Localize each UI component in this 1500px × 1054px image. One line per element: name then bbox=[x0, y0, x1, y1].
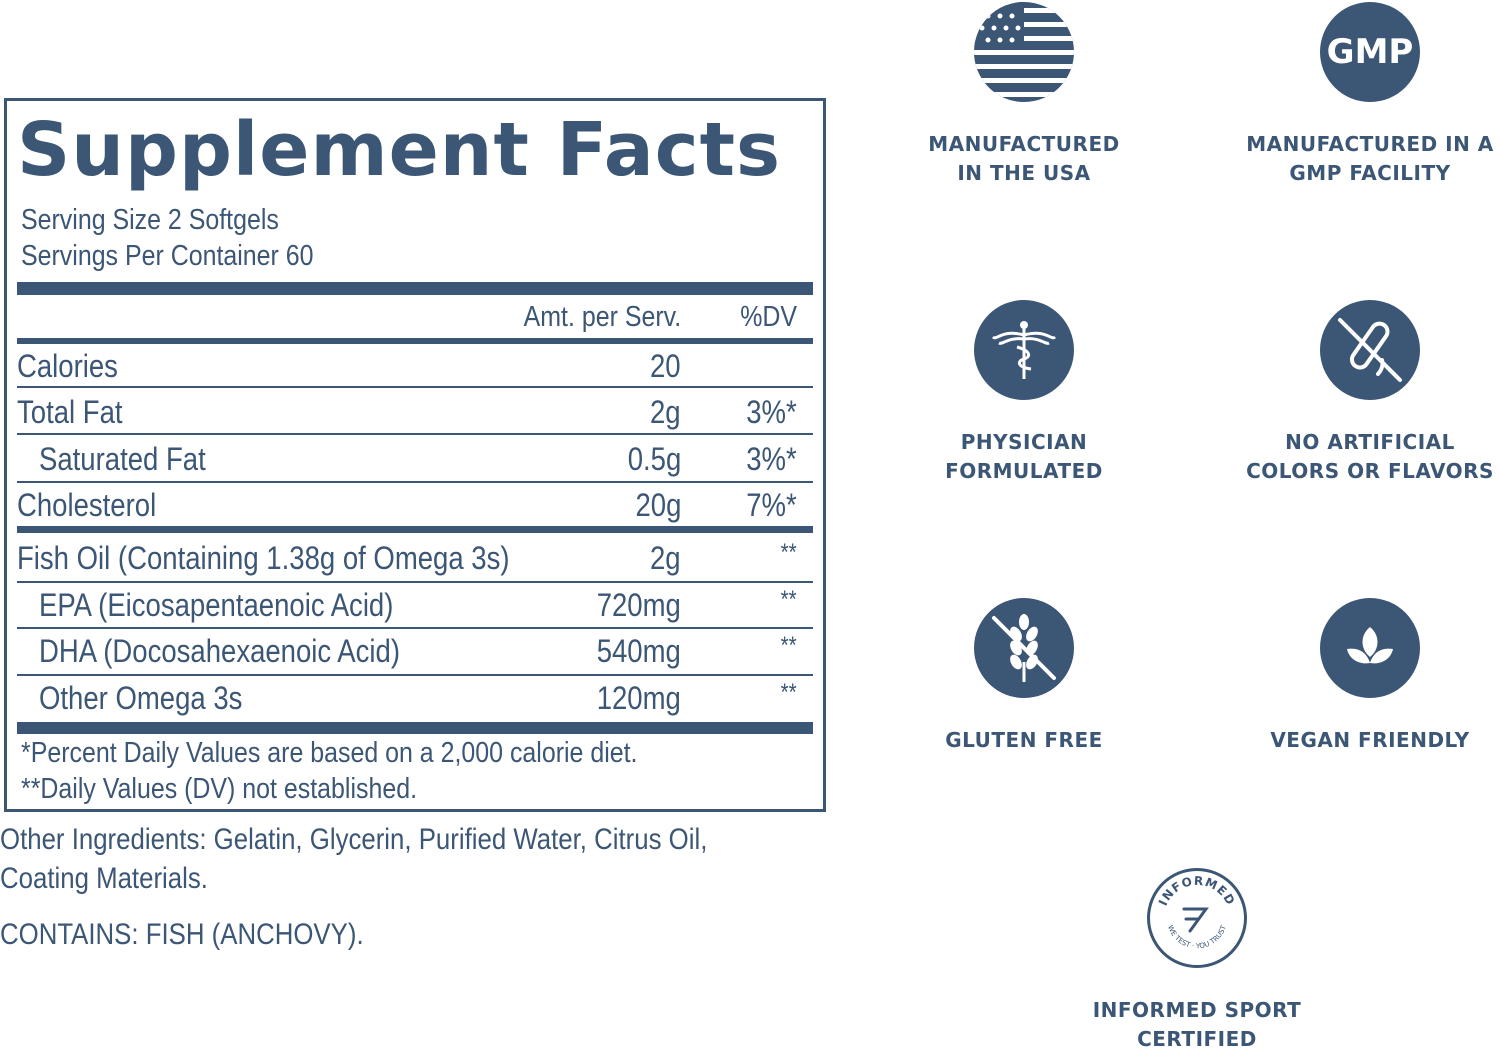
row-divider bbox=[17, 674, 813, 676]
row-name: Calories bbox=[17, 348, 118, 384]
row-divider bbox=[17, 481, 813, 483]
badge-informed-sport: INFORMED WE TEST · YOU TRUST INFORMED SP… bbox=[1047, 868, 1347, 1054]
section-divider bbox=[17, 526, 813, 533]
svg-text:INFORMED: INFORMED bbox=[1156, 874, 1238, 908]
badge-physician-formulated: PHYSICIAN FORMULATED bbox=[874, 300, 1174, 486]
thick-divider bbox=[17, 282, 813, 295]
row-divider bbox=[17, 627, 813, 629]
row-name: EPA (Eicosapentaenoic Acid) bbox=[39, 587, 394, 623]
row-amount: 20 bbox=[650, 348, 681, 384]
row-dv: ** bbox=[780, 586, 797, 613]
badge-label: MANUFACTURED IN A bbox=[1246, 132, 1494, 156]
row-amount: 120mg bbox=[596, 680, 681, 716]
allergen-statement: CONTAINS: FISH (ANCHOVY). bbox=[0, 918, 364, 951]
servings-per-container: Servings Per Container 60 bbox=[21, 240, 314, 272]
row-dv: ** bbox=[780, 632, 797, 659]
row-dv: 3%* bbox=[746, 441, 797, 477]
gmp-icon-text: GMP bbox=[1326, 32, 1414, 72]
badge-label: GMP FACILITY bbox=[1289, 161, 1451, 185]
gmp-icon: GMP bbox=[1320, 2, 1420, 102]
supplement-facts-panel: Supplement Facts Serving Size 2 Softgels… bbox=[4, 98, 826, 812]
row-dv: 7%* bbox=[746, 487, 797, 523]
badge-vegan-friendly: VEGAN FRIENDLY bbox=[1220, 598, 1500, 755]
badge-made-in-usa: MANUFACTURED IN THE USA bbox=[874, 2, 1174, 188]
badge-no-artificial: NO ARTIFICIAL COLORS OR FLAVORS bbox=[1220, 300, 1500, 486]
badge-gluten-free: GLUTEN FREE bbox=[874, 598, 1174, 755]
row-divider bbox=[17, 386, 813, 388]
badge-label: GLUTEN FREE bbox=[945, 728, 1103, 752]
facts-title: Supplement Facts bbox=[17, 107, 782, 193]
other-ingredients-line: Other Ingredients: Gelatin, Glycerin, Pu… bbox=[0, 823, 708, 856]
row-divider bbox=[17, 433, 813, 435]
badge-gmp: GMP MANUFACTURED IN A GMP FACILITY bbox=[1220, 2, 1500, 188]
header-amount: Amt. per Serv. bbox=[523, 301, 681, 333]
badge-label: NO ARTIFICIAL bbox=[1285, 430, 1455, 454]
row-name: Other Omega 3s bbox=[39, 680, 243, 716]
serving-size: Serving Size 2 Softgels bbox=[21, 204, 279, 236]
other-ingredients: Other Ingredients: Gelatin, Glycerin, Pu… bbox=[0, 820, 850, 898]
row-amount: 720mg bbox=[596, 587, 681, 623]
row-dv: ** bbox=[780, 539, 797, 566]
badge-label: IN THE USA bbox=[957, 161, 1091, 185]
badge-label: MANUFACTURED bbox=[928, 132, 1120, 156]
header-divider bbox=[17, 338, 813, 344]
badge-label: FORMULATED bbox=[945, 459, 1103, 483]
row-name: Total Fat bbox=[17, 394, 123, 430]
row-name: Saturated Fat bbox=[39, 441, 206, 477]
other-ingredients-line: Coating Materials. bbox=[0, 862, 208, 895]
badge-label: PHYSICIAN bbox=[960, 430, 1088, 454]
thick-divider bbox=[17, 722, 813, 734]
caduceus-icon bbox=[974, 300, 1074, 400]
footnote-dv-not-established: **Daily Values (DV) not established. bbox=[21, 773, 418, 805]
row-dv: 3%* bbox=[746, 394, 797, 430]
footnote-percent-dv: *Percent Daily Values are based on a 2,0… bbox=[21, 737, 638, 769]
leaf-icon bbox=[1320, 598, 1420, 698]
row-name: Fish Oil (Containing 1.38g of Omega 3s) bbox=[17, 540, 510, 576]
svg-text:WE TEST · YOU TRUST: WE TEST · YOU TRUST bbox=[1166, 924, 1228, 951]
row-name: Cholesterol bbox=[17, 487, 157, 523]
row-name: DHA (Docosahexaenoic Acid) bbox=[39, 633, 400, 669]
informed-sport-seal-icon: INFORMED WE TEST · YOU TRUST bbox=[1147, 868, 1247, 968]
row-amount: 540mg bbox=[596, 633, 681, 669]
row-amount: 0.5g bbox=[627, 441, 681, 477]
usa-flag-icon bbox=[974, 2, 1074, 102]
badge-label: VEGAN FRIENDLY bbox=[1270, 728, 1470, 752]
row-dv: ** bbox=[780, 679, 797, 706]
header-dv: %DV bbox=[740, 301, 797, 333]
badge-label: INFORMED SPORT bbox=[1092, 998, 1302, 1022]
badge-label: CERTIFIED bbox=[1137, 1027, 1257, 1051]
no-test-tube-icon bbox=[1320, 300, 1420, 400]
row-amount: 20g bbox=[635, 487, 681, 523]
row-amount: 2g bbox=[650, 540, 681, 576]
no-wheat-icon bbox=[974, 598, 1074, 698]
badge-label: COLORS OR FLAVORS bbox=[1246, 459, 1494, 483]
row-amount: 2g bbox=[650, 394, 681, 430]
row-divider bbox=[17, 581, 813, 583]
